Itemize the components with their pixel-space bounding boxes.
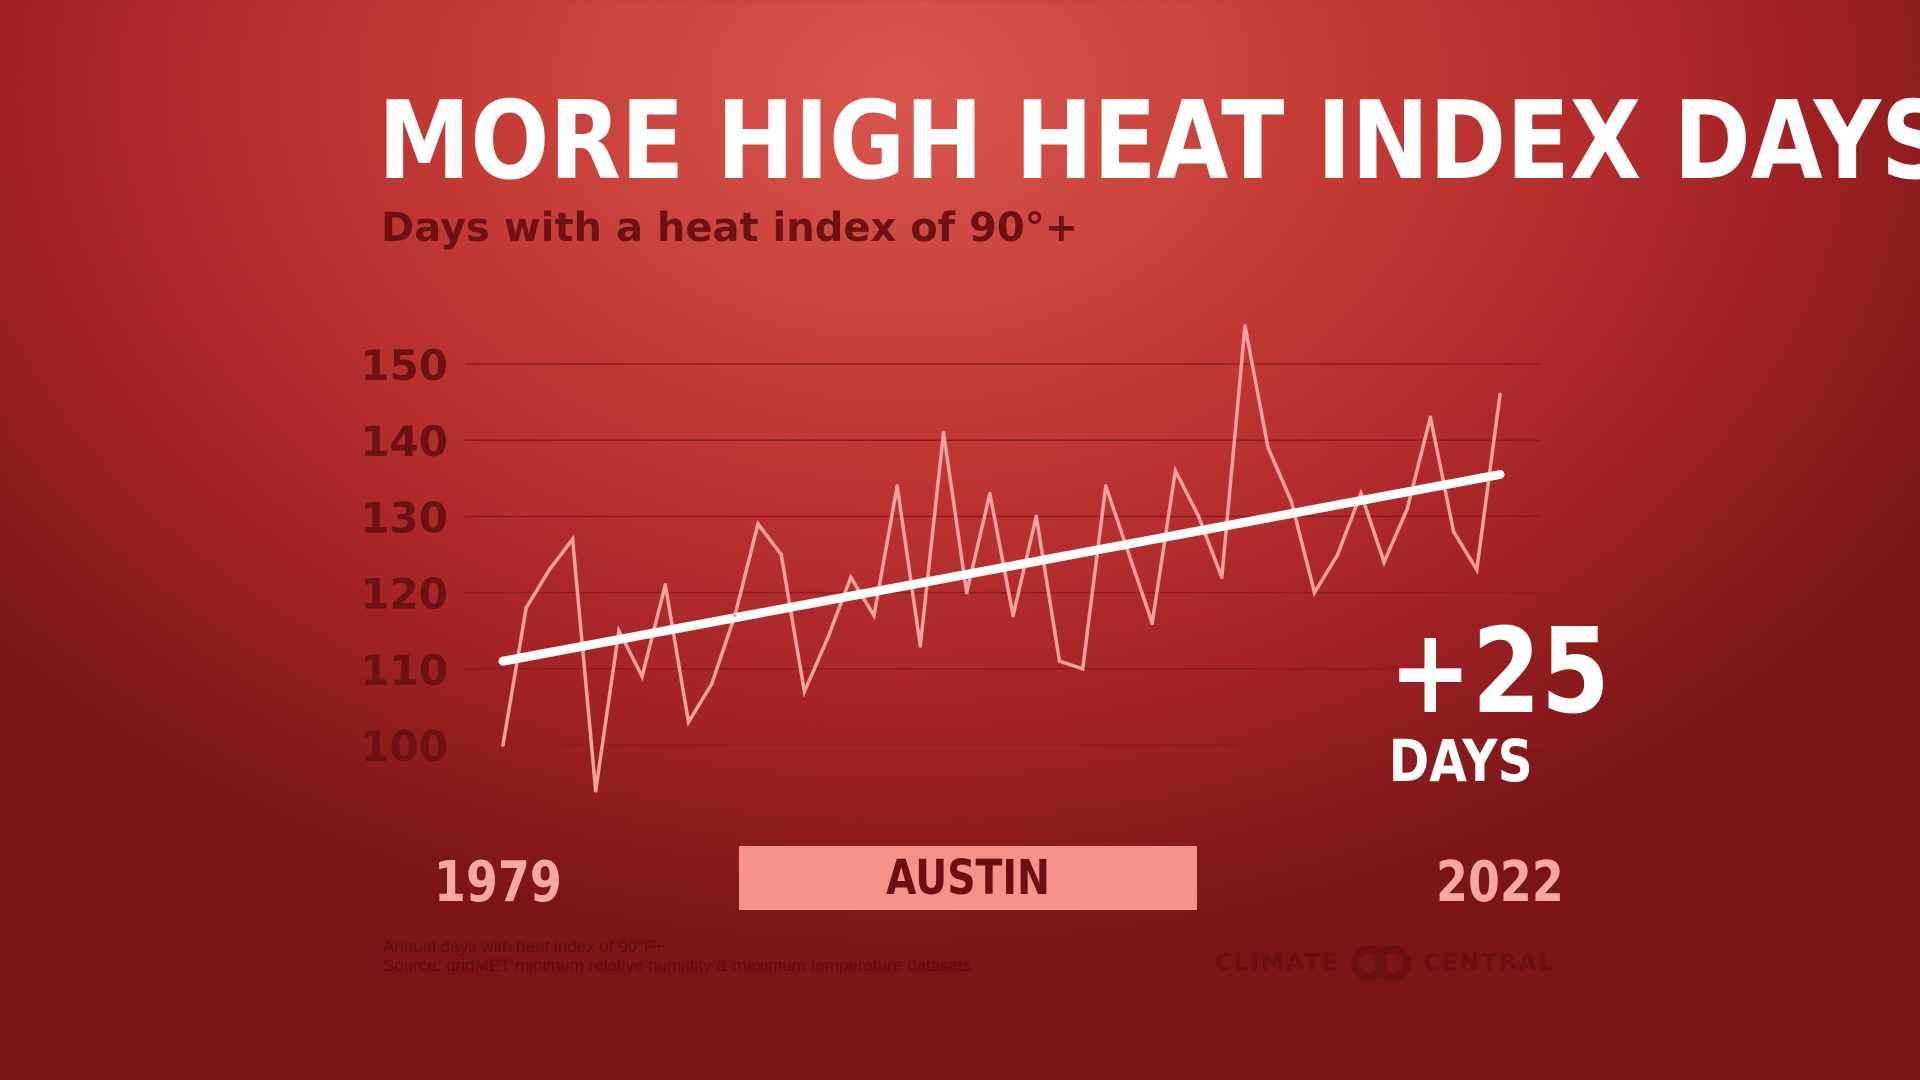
data-point [941,430,946,435]
data-point [1127,552,1131,557]
data-point [1289,499,1294,503]
data-point [872,613,876,618]
change-unit: DAYS [1388,727,1533,795]
data-point [617,628,621,633]
y-tick-label: 130 [360,493,448,542]
data-point [964,590,969,595]
y-tick-label: 100 [360,722,448,771]
climate-central-logo: CLIMATE CENTRAL [1215,943,1553,983]
data-point [1475,567,1479,572]
data-point [1080,667,1085,671]
page-title: MORE HIGH HEAT INDEX DAYS [378,79,1920,204]
data-point [686,720,691,724]
data-point [848,575,853,580]
data-point [825,636,830,641]
data-point [1312,590,1317,595]
data-point [1011,613,1015,618]
y-tick-label: 140 [360,417,448,466]
data-point [1243,324,1247,328]
location-label: AUSTIN [886,850,1050,906]
data-point [1104,484,1108,488]
start-year-label: 1979 [434,850,562,915]
data-point [1405,506,1410,511]
logo-rings-icon [1351,945,1412,981]
data-point [1335,552,1340,557]
note-line-source: Source: gridMET minimum relative humidit… [383,956,972,975]
data-point [593,788,598,793]
data-point [501,743,505,747]
data-point [1498,392,1502,397]
y-axis-ticks: 100 110 120 130 140 150 [360,341,448,771]
data-point [709,682,714,686]
data-point [570,537,575,542]
data-point [733,613,737,618]
data-point [1034,514,1039,519]
data-point [802,689,807,694]
data-point [1150,621,1155,625]
y-tick-label: 120 [360,570,448,619]
end-year-label: 2022 [1436,850,1564,915]
data-point [1196,514,1201,519]
chart-subtitle: Days with a heat index of 90°+ [381,205,1079,251]
note-line-description: Annual days with heat index of 90°F+. [383,937,670,956]
location-badge: AUSTIN [739,846,1197,910]
data-point [1382,560,1386,564]
change-value: +25 [1388,602,1610,740]
logo-text-right: CENTRAL [1423,950,1556,976]
data-point [663,583,668,587]
data-point [1219,575,1224,580]
data-point [988,491,992,496]
series-lines [498,325,1505,791]
annual-days-line [501,325,1502,791]
source-note: Annual days with heat index of 90°F+. So… [383,937,971,975]
data-point [640,674,644,679]
data-point [1266,446,1270,450]
data-point [895,484,899,488]
change-annotation: +25 DAYS [1360,602,1610,795]
data-point [1451,529,1456,534]
data-point [756,522,760,526]
data-point [547,567,552,572]
data-points [501,324,1502,793]
data-point [918,644,923,648]
data-point [1057,659,1062,663]
y-tick-label: 150 [360,341,448,390]
data-point [524,606,528,610]
trend-line [498,469,1505,666]
data-point [1359,491,1363,496]
y-tick-label: 110 [360,646,448,695]
logo-text-left: CLIMATE [1215,950,1340,976]
grid-lines [465,363,1540,746]
data-point [1428,415,1433,420]
data-point [1173,468,1178,473]
data-point [779,552,784,557]
